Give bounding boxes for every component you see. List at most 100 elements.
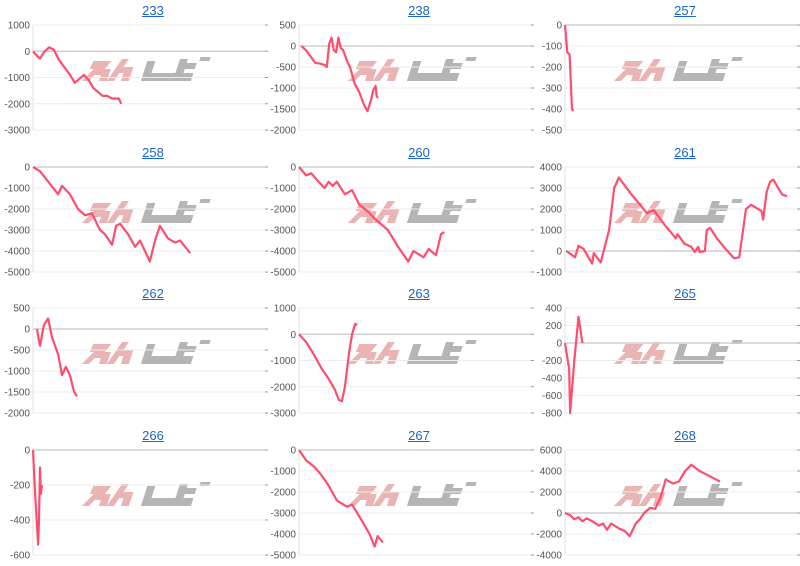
y-tick-label: 2000 — [540, 487, 563, 498]
y-tick-label: 0 — [556, 339, 562, 350]
line-chart: 0 -1000 -2000 -3000 -4000 -5000 — [270, 445, 534, 561]
y-tick-label: -100 — [542, 42, 562, 53]
y-tick-label: -1500 — [270, 105, 296, 116]
y-tick-label: 0 — [556, 21, 562, 32]
y-tick-label: -1000 — [270, 183, 296, 194]
chart-title-link[interactable]: 260 — [408, 144, 430, 160]
logo-re — [406, 485, 436, 506]
chart-title-link[interactable]: 262 — [142, 286, 164, 301]
y-tick-label: -400 — [542, 374, 562, 385]
data-line — [563, 24, 575, 112]
y-tick-label: -2000 — [4, 99, 30, 110]
line-chart: 0 -200 -400 -600 — [10, 445, 268, 561]
y-tick-label: -4000 — [4, 246, 30, 257]
logo-mi — [347, 344, 378, 364]
y-tick-label: -200 — [542, 63, 562, 74]
watermark-logo — [613, 340, 743, 364]
line-chart: 500 0 -500 -1000 -1500 -2000 — [270, 21, 534, 137]
line-chart: 0 -100 -200 -300 -400 -500 — [542, 21, 800, 137]
y-tick-label: -400 — [10, 515, 30, 526]
y-tick-label: -400 — [542, 105, 562, 116]
logo-mi — [81, 485, 112, 506]
y-tick-label: -600 — [542, 391, 562, 402]
y-tick-label: 0 — [290, 445, 296, 456]
logo-re — [140, 61, 170, 81]
logo-mi — [81, 344, 112, 364]
y-tick-label: -2000 — [4, 204, 30, 215]
logo-po — [696, 340, 743, 364]
y-tick-label: 200 — [545, 321, 562, 332]
chart-title-link[interactable]: 263 — [408, 286, 430, 301]
line-chart: 400 200 0 -200 -400 -600 -800 — [542, 304, 800, 420]
watermark-logo — [81, 481, 211, 506]
y-tick-label: 0 — [24, 325, 30, 336]
chart-panel-262: 262 500 0 -500 -1000 -1500 -2000 — [0, 283, 268, 424]
line-chart: 1000 0 -1000 -2000 -3000 — [4, 21, 268, 137]
y-tick-label: -500 — [10, 346, 30, 357]
logo-mi — [81, 202, 112, 223]
logo-re — [672, 61, 702, 81]
chart-panel-266: 266 0 -200 -400 -600 — [0, 425, 268, 566]
data-line — [563, 315, 584, 415]
logo-n — [372, 59, 400, 81]
y-tick-label: 0 — [290, 42, 296, 53]
watermark-logo — [347, 340, 477, 364]
logo-n — [106, 342, 134, 364]
y-tick-label: -3000 — [270, 409, 296, 420]
watermark-logo — [613, 198, 743, 223]
chart-title-link[interactable]: 257 — [674, 3, 696, 18]
logo-mi — [81, 61, 112, 81]
logo-mi — [347, 61, 378, 81]
logo-re — [672, 485, 702, 506]
y-tick-label: -1000 — [270, 84, 296, 95]
y-tick-label: -1000 — [4, 73, 30, 84]
chart-title-link[interactable]: 238 — [408, 3, 430, 18]
chart-title-link[interactable]: 233 — [142, 3, 164, 18]
y-tick-label: -1000 — [270, 466, 296, 477]
y-tick-label: 500 — [13, 304, 30, 315]
y-tick-label: 0 — [24, 162, 30, 173]
chart-panel-268: 268 6000 4000 2000 0 -2000 -4000 — [532, 425, 800, 566]
chart-title-link[interactable]: 258 — [142, 144, 164, 160]
chart-panel-265: 265 400 200 0 -200 -400 -600 -800 — [532, 283, 800, 424]
logo-mi — [347, 202, 378, 223]
chart-panel-260: 260 0 -1000 -2000 -3000 -4000 -5000 — [266, 142, 534, 283]
y-tick-label: -200 — [10, 480, 30, 491]
logo-mi — [613, 61, 644, 81]
y-tick-label: -3000 — [270, 225, 296, 236]
data-line — [298, 448, 384, 548]
y-tick-label: -4000 — [270, 529, 296, 540]
y-tick-label: -5000 — [4, 267, 30, 278]
logo-re — [406, 202, 436, 223]
watermark-logo — [347, 481, 477, 506]
y-tick-label: 0 — [556, 246, 562, 257]
y-tick-label: 6000 — [540, 445, 563, 456]
logo-po — [430, 481, 477, 506]
logo-po — [164, 198, 211, 223]
chart-title-link[interactable]: 265 — [674, 286, 696, 301]
y-tick-label: -500 — [276, 63, 296, 74]
chart-title-link[interactable]: 261 — [674, 144, 696, 160]
data-line — [298, 165, 445, 263]
data-line — [31, 449, 44, 546]
y-tick-label: 4000 — [540, 162, 563, 173]
logo-re — [406, 61, 436, 81]
chart-title-link[interactable]: 266 — [142, 427, 164, 443]
logo-n — [106, 483, 134, 506]
line-chart: 6000 4000 2000 0 -2000 -4000 — [536, 445, 800, 561]
y-tick-label: 3000 — [540, 183, 563, 194]
chart-title-link[interactable]: 268 — [674, 427, 696, 443]
line-chart: 0 -1000 -2000 -3000 -4000 -5000 — [270, 162, 534, 278]
y-tick-label: -2000 — [270, 382, 296, 393]
y-tick-label: -500 — [542, 126, 562, 137]
watermark-logo — [613, 481, 743, 506]
chart-title-link[interactable]: 267 — [408, 427, 430, 443]
data-line — [564, 463, 721, 537]
y-tick-label: 2000 — [540, 204, 563, 215]
logo-n — [106, 200, 134, 223]
y-tick-label: -2000 — [270, 126, 296, 137]
y-tick-label: -1000 — [4, 183, 30, 194]
logo-re — [140, 202, 170, 223]
logo-n — [106, 59, 134, 81]
logo-n — [372, 483, 400, 506]
